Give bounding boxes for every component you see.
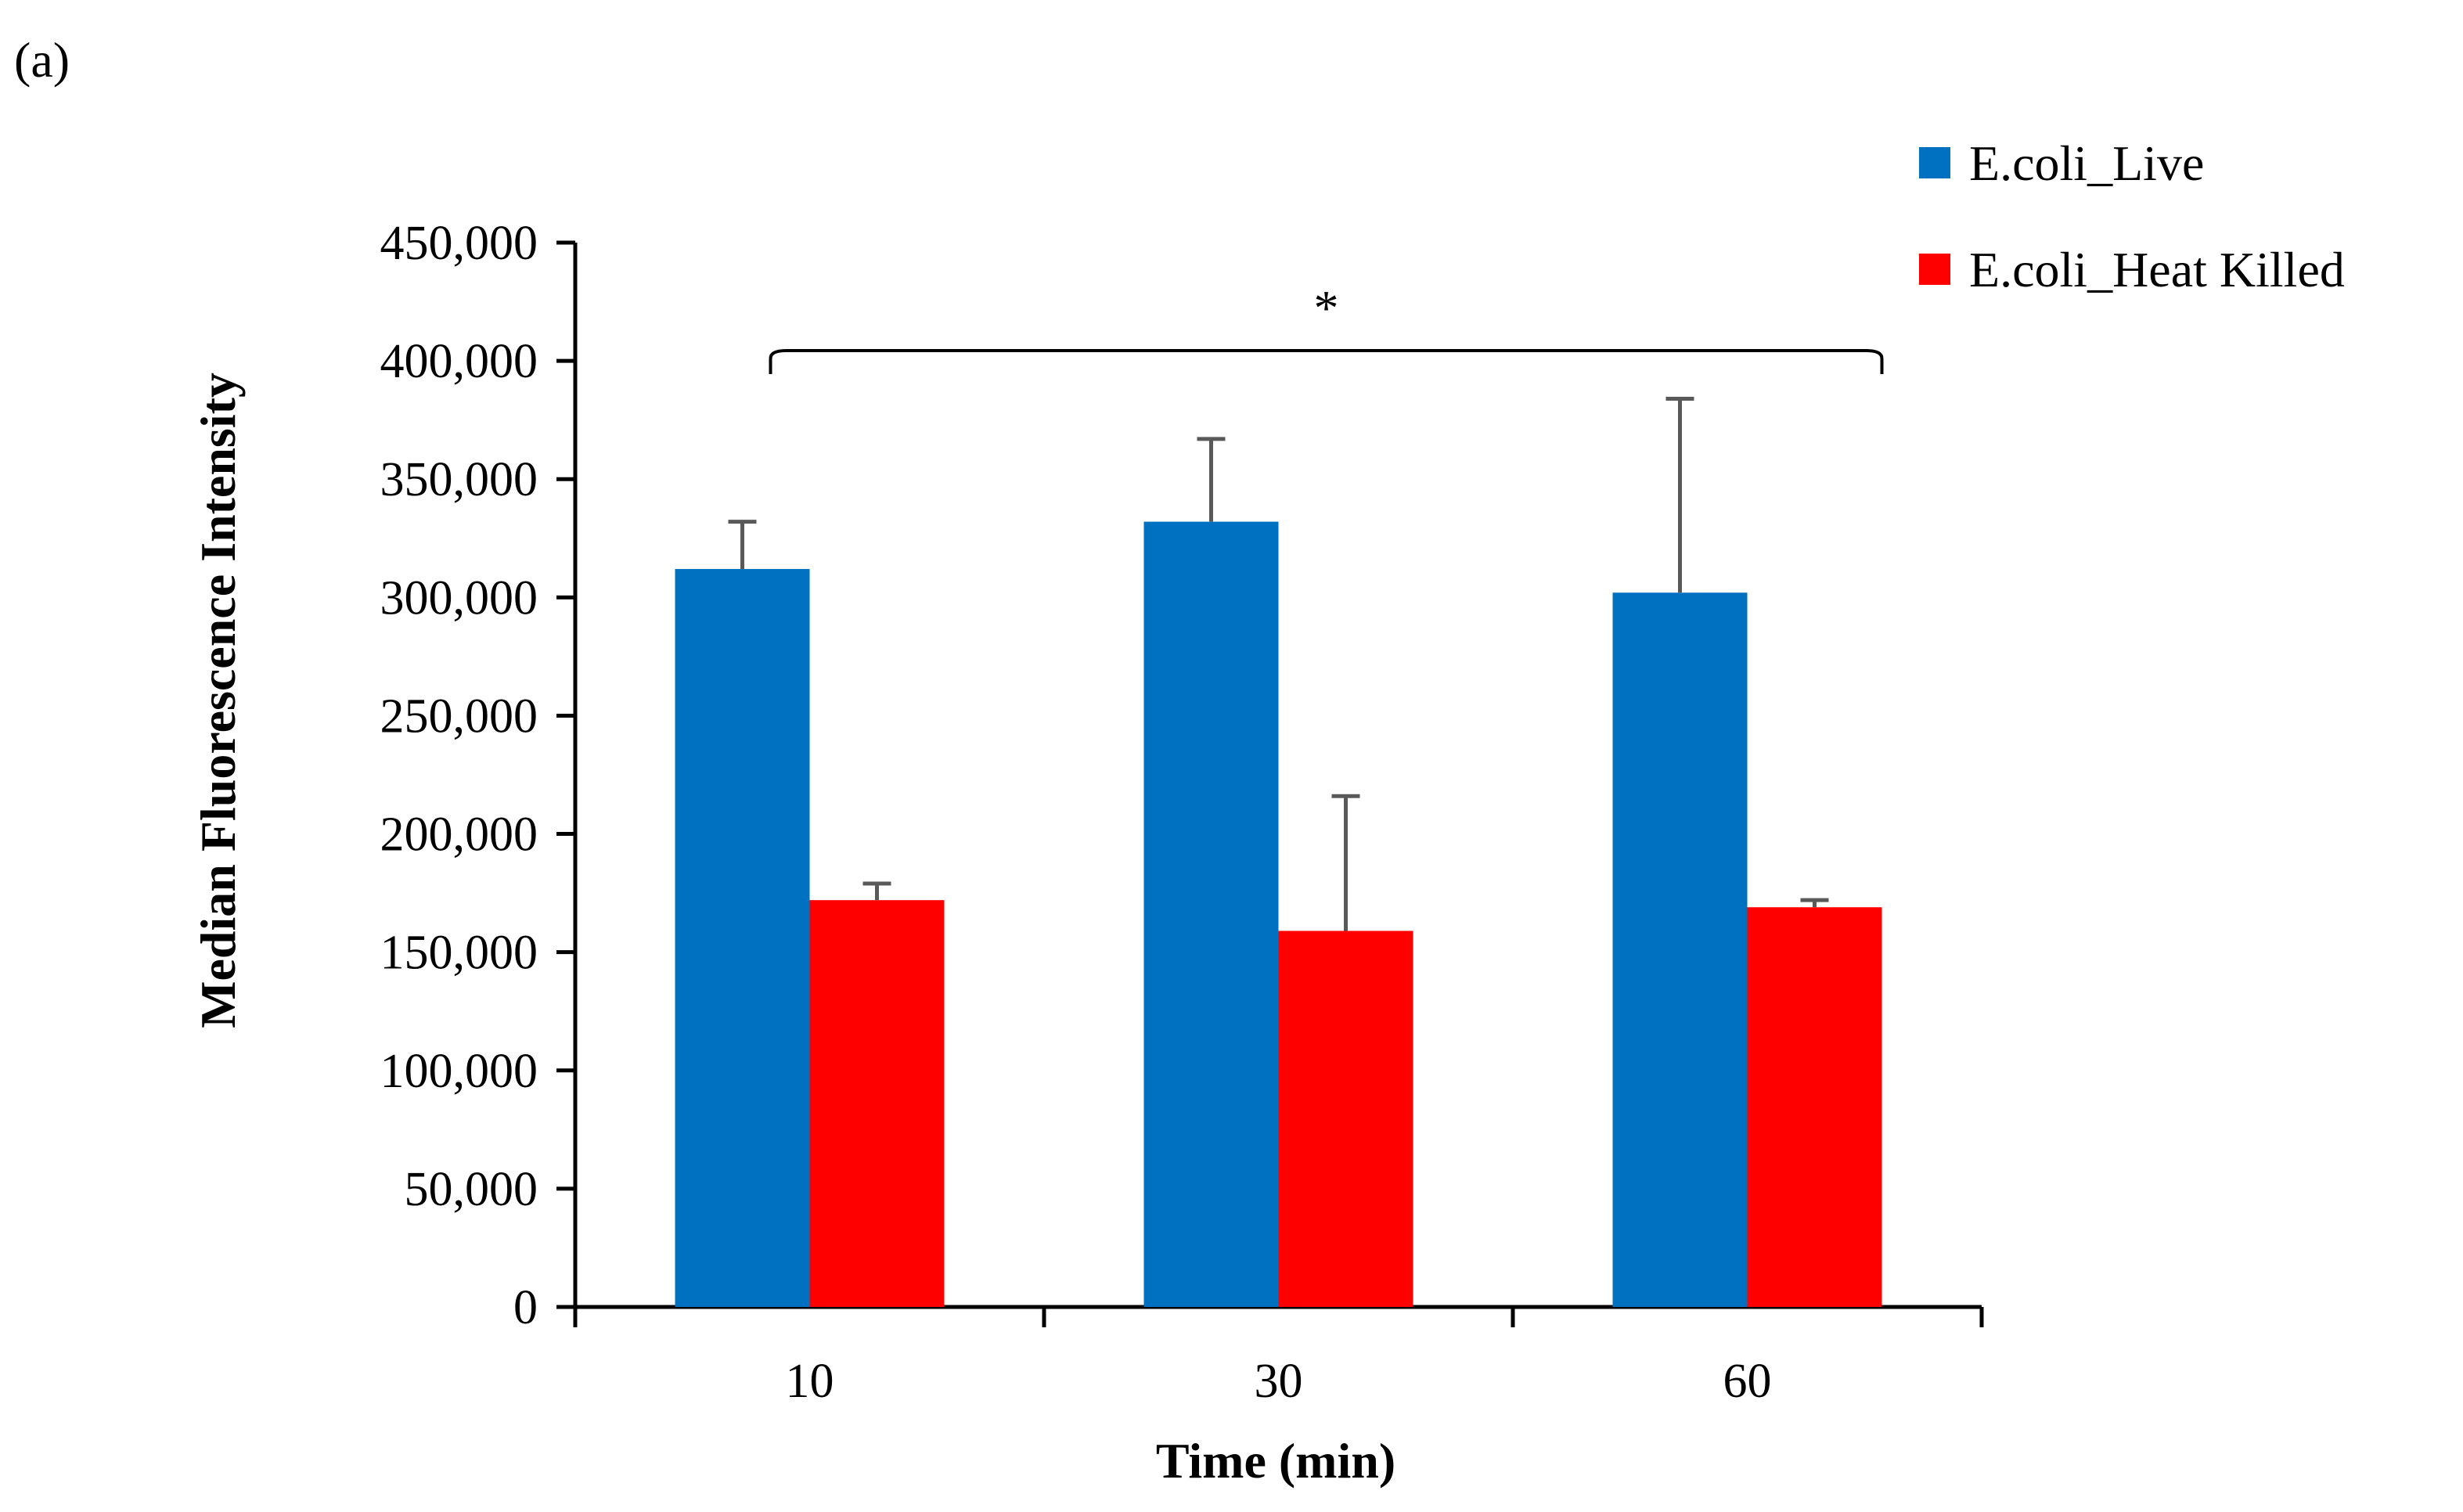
y-tick-label: 100,000 (380, 1045, 538, 1098)
y-tick-label: 200,000 (380, 808, 538, 862)
y-tick-label: 250,000 (380, 689, 538, 743)
legend-swatch (1919, 147, 1950, 178)
x-tick-label: 30 (1255, 1355, 1303, 1408)
bar-e-coli-live-10 (675, 569, 810, 1307)
chart-bars (675, 521, 1882, 1307)
y-tick-label: 0 (513, 1281, 538, 1334)
bar-e-coli-heat-killed-30 (1278, 931, 1413, 1307)
bar-e-coli-live-60 (1612, 592, 1748, 1307)
chart-axes: 0 50,000 100,000 150,000 200,000 250,000 300,0… (380, 217, 1984, 1408)
legend-label: E.coli_Heat Killed (1969, 242, 2345, 297)
y-axis-title: Median Fluorescence Intensity (190, 373, 246, 1028)
y-tick-label: 150,000 (380, 927, 538, 980)
y-tick-label: 350,000 (380, 453, 538, 506)
y-tick-label: 450,000 (380, 217, 538, 270)
significance-annotation: * (769, 280, 1884, 374)
legend-swatch (1919, 254, 1950, 285)
chart-legend: E.coli_Live E.coli_Heat Killed (1919, 135, 2345, 297)
x-tick-label: 10 (786, 1355, 834, 1408)
panel-label: (a) (14, 32, 70, 88)
bar-e-coli-live-30 (1143, 521, 1279, 1307)
bar-e-coli-heat-killed-60 (1747, 907, 1882, 1307)
y-tick-label: 300,000 (380, 571, 538, 625)
legend-label: E.coli_Live (1969, 135, 2204, 191)
y-tick-label: 400,000 (380, 335, 538, 388)
significance-star: * (1314, 280, 1339, 336)
x-tick-label: 60 (1723, 1355, 1772, 1408)
bar-e-coli-heat-killed-10 (809, 900, 945, 1307)
chart-error-bars (728, 396, 1829, 931)
significance-bracket (769, 349, 1884, 374)
x-axis-title: Time (min) (1156, 1433, 1395, 1489)
y-tick-label: 50,000 (405, 1163, 538, 1216)
